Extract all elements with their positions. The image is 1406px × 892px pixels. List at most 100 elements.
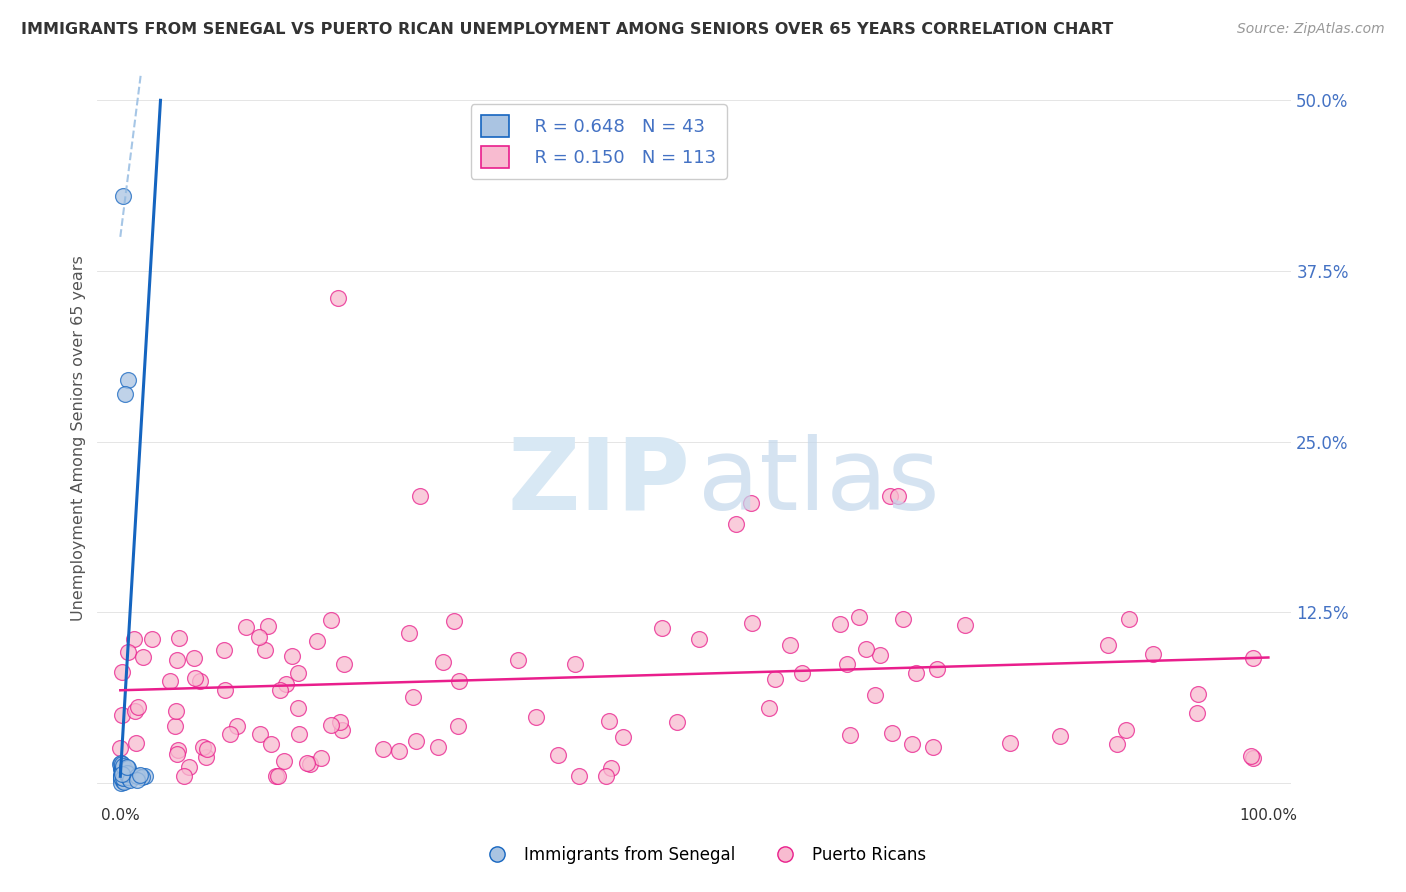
Point (321, 718, 343, 732)
Point (247, 630, 270, 644)
Point (524, 710, 547, 724)
Point (1118, 612, 1140, 626)
Point (273, 754, 295, 768)
Point (880, 725, 903, 739)
Point (183, 651, 205, 665)
Point (188, 673, 211, 688)
Point (214, 643, 236, 657)
Point (117, 645, 139, 659)
Point (110, 769, 132, 783)
Point (388, 744, 411, 758)
Point (115, 766, 138, 780)
Point (110, 772, 132, 787)
Point (309, 751, 332, 765)
Point (319, 613, 342, 627)
Point (111, 767, 134, 781)
Point (266, 769, 288, 783)
Point (111, 762, 134, 776)
Point (112, 775, 135, 789)
Point (110, 756, 132, 771)
Point (1187, 687, 1209, 701)
Point (194, 750, 217, 764)
Point (307, 634, 329, 648)
Point (267, 769, 290, 783)
Point (426, 740, 449, 755)
Point (879, 489, 901, 503)
Point (166, 747, 188, 761)
Point (226, 719, 249, 733)
Point (863, 688, 886, 702)
Point (120, 773, 142, 788)
Point (124, 704, 146, 718)
Point (112, 774, 135, 789)
Point (111, 764, 134, 778)
Point (848, 610, 870, 624)
Point (191, 739, 214, 754)
Point (111, 767, 134, 781)
Text: ZIP: ZIP (508, 434, 690, 531)
Point (111, 768, 134, 782)
Point (838, 728, 860, 742)
Point (408, 489, 430, 503)
Point (295, 756, 318, 770)
Point (269, 682, 291, 697)
Y-axis label: Unemployment Among Seniors over 65 years: Unemployment Among Seniors over 65 years (72, 255, 86, 621)
Point (166, 653, 188, 667)
Point (595, 769, 617, 783)
Point (115, 760, 138, 774)
Point (1049, 729, 1071, 743)
Point (600, 761, 623, 775)
Point (651, 621, 673, 635)
Point (405, 734, 427, 748)
Point (117, 770, 139, 784)
Point (110, 767, 132, 781)
Point (855, 642, 877, 657)
Point (998, 736, 1021, 750)
Point (288, 727, 311, 741)
Point (955, 618, 977, 632)
Point (1241, 650, 1264, 665)
Point (1142, 647, 1164, 661)
Point (921, 739, 943, 754)
Point (127, 770, 149, 784)
Point (111, 758, 134, 772)
Point (287, 701, 309, 715)
Point (835, 657, 858, 672)
Point (141, 632, 163, 647)
Point (127, 700, 149, 714)
Point (887, 489, 910, 503)
Point (274, 677, 297, 691)
Point (111, 756, 134, 771)
Point (830, 617, 852, 632)
Point (398, 626, 420, 640)
Point (111, 763, 134, 777)
Point (329, 714, 352, 729)
Point (214, 683, 236, 698)
Point (287, 666, 309, 681)
Point (112, 772, 135, 786)
Point (506, 653, 529, 667)
Point (177, 760, 200, 774)
Point (167, 631, 190, 645)
Point (568, 769, 591, 783)
Point (112, 761, 135, 775)
Text: atlas: atlas (697, 434, 939, 531)
Point (134, 769, 156, 783)
Point (443, 614, 465, 628)
Point (131, 770, 153, 784)
Point (665, 714, 688, 729)
Point (328, 291, 350, 305)
Point (112, 763, 135, 777)
Point (741, 615, 763, 630)
Point (1097, 638, 1119, 652)
Point (235, 619, 257, 633)
Point (219, 727, 242, 741)
Point (792, 666, 814, 681)
Point (449, 673, 471, 688)
Point (159, 674, 181, 689)
Point (111, 757, 134, 772)
Point (125, 772, 148, 787)
Point (1241, 751, 1264, 765)
Point (110, 761, 132, 775)
Point (110, 762, 132, 776)
